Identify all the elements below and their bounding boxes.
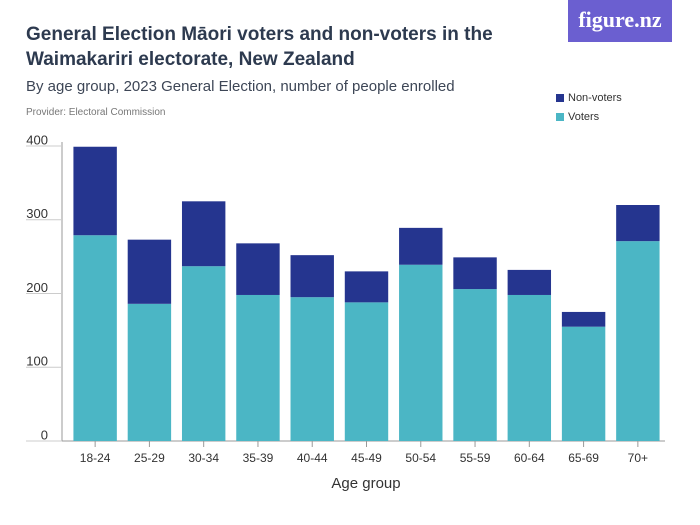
bar-segment [453,257,497,290]
bar-segment [507,294,552,441]
bar-segment [127,239,172,304]
bar-segment [344,271,389,303]
x-tick-label: 60-64 [514,451,545,465]
bar-segment [399,227,443,265]
bar-segment [453,289,497,441]
bar-segment [561,326,606,441]
x-tick-label: 45-49 [351,451,382,465]
x-tick-label: 40-44 [297,451,328,465]
legend-swatch [556,113,564,121]
provider: Provider: Electoral Commission [26,107,166,118]
bar-segment [399,264,443,441]
x-tick-label: 50-54 [405,451,436,465]
bar-segment [507,269,552,295]
x-tick-label: 30-34 [188,451,219,465]
x-tick-label: 25-29 [134,451,165,465]
bar-segment [616,241,660,441]
bar-segment [344,302,389,441]
x-axis-title: Age group [331,475,400,492]
bar-segment [181,201,226,267]
logo[interactable]: figure.nz [568,0,672,42]
x-tick-label: 55-59 [460,451,491,465]
x-tick-label: 18-24 [80,451,111,465]
bar-segment [73,235,117,441]
bar-segment [236,243,280,295]
bar-segment [73,146,117,236]
legend-swatch [556,94,564,102]
legend-label: Voters [568,111,600,123]
chart-subtitle: By age group, 2023 General Election, num… [26,78,455,95]
chart-title: General Election Māori voters and non-vo… [26,24,493,70]
x-tick-label: 70+ [628,451,648,465]
bar-segment [236,294,280,441]
bar-segment [127,303,172,441]
x-tick-label: 35-39 [243,451,274,465]
y-tick-label: 0 [41,427,48,442]
legend-label: Non-voters [568,92,622,104]
bar-segment [616,205,660,242]
y-tick-label: 300 [26,206,48,221]
bar-segment [290,255,334,298]
y-tick-label: 200 [26,280,48,295]
bar-segment [181,266,226,441]
bar-segment [561,311,606,327]
x-tick-label: 65-69 [568,451,599,465]
bar-segment [290,297,334,441]
y-tick-label: 400 [26,132,48,147]
y-tick-label: 100 [26,354,48,369]
